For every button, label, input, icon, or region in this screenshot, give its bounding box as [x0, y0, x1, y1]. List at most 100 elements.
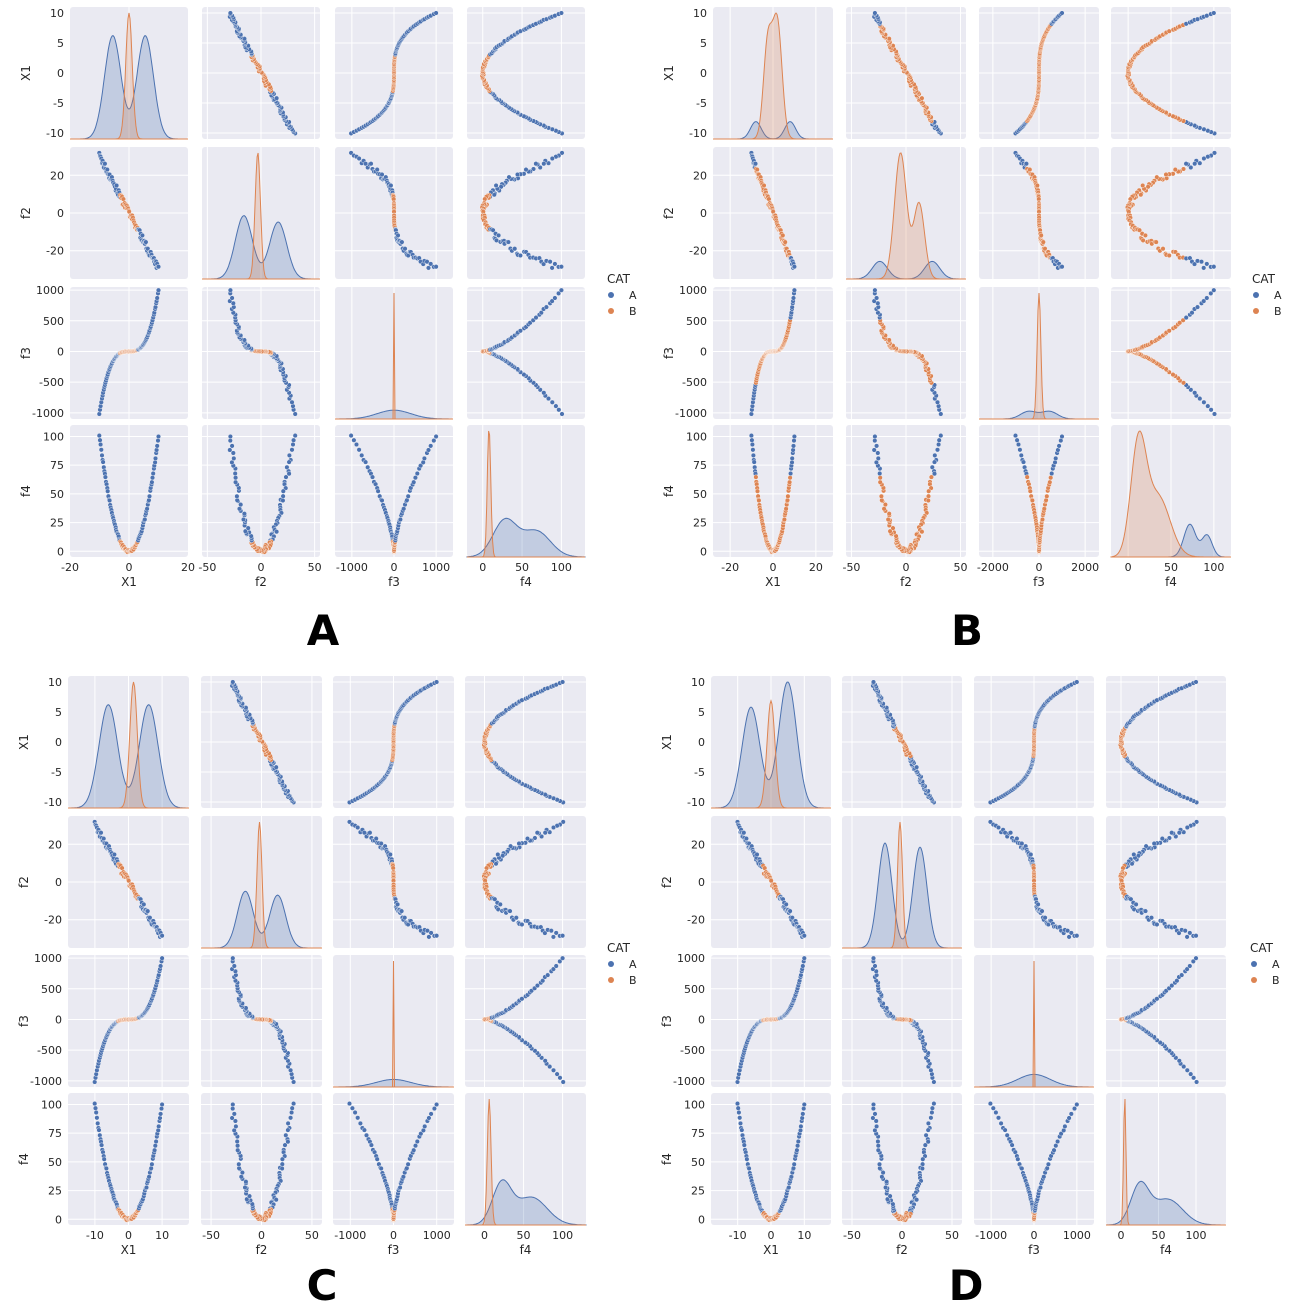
x-tick-label: 1000 — [423, 1229, 451, 1242]
scatter-point-A — [356, 155, 362, 161]
scatter-point-B — [1140, 182, 1146, 188]
scatter-point-A — [411, 1147, 417, 1153]
scatter-point-A — [154, 443, 160, 449]
scatter-point-A — [506, 174, 512, 180]
legend-item-label: B — [1274, 305, 1282, 318]
scatter-point-A — [368, 161, 374, 167]
scatter-point-A — [242, 1184, 248, 1190]
x-tick-label: 0 — [391, 561, 398, 574]
scatter-point-A — [273, 764, 279, 770]
subplot-X1-vs-f2 — [201, 676, 322, 808]
scatter-point-A — [515, 171, 521, 177]
scatter-point-A — [285, 1127, 291, 1133]
scatter-point-A — [871, 679, 877, 685]
y-tick-label: 75 — [50, 459, 64, 472]
scatter-point-A — [743, 836, 749, 842]
subplot-f3-vs-f3 — [335, 287, 453, 420]
scatter-point-A — [149, 475, 155, 481]
scatter-point-A — [559, 411, 565, 417]
y-tick-label: 10 — [693, 7, 707, 20]
scatter-point-A — [543, 304, 549, 310]
scatter-point-A — [397, 517, 403, 523]
scatter-point-A — [560, 955, 566, 961]
scatter-point-A — [279, 1156, 285, 1162]
scatter-point-A — [791, 443, 797, 449]
y-tick-label: 1000 — [679, 284, 707, 297]
scatter-point-A — [421, 455, 427, 461]
scatter-point-A — [1055, 447, 1061, 453]
scatter-point-A — [414, 1138, 420, 1144]
y-tick-label: 500 — [684, 983, 705, 996]
scatter-point-A — [490, 227, 496, 233]
scatter-point-B — [1034, 182, 1040, 188]
y-tick-label: 75 — [48, 1127, 62, 1140]
scatter-point-B — [781, 517, 787, 523]
pairplot-panel-B: -10-50510X1-20020f2-1000-50005001000f302… — [662, 7, 1282, 655]
scatter-point-A — [98, 442, 104, 448]
y-tick-label: 10 — [50, 7, 64, 20]
scatter-point-A — [1016, 442, 1022, 448]
scatter-point-A — [1074, 933, 1080, 939]
scatter-point-A — [1184, 825, 1190, 831]
scatter-point-A — [1056, 443, 1062, 449]
x-tick-label: 50 — [515, 561, 529, 574]
scatter-point-A — [402, 246, 408, 252]
kde-f2-B — [202, 152, 320, 280]
scatter-point-B — [877, 475, 883, 481]
scatter-point-A — [150, 471, 156, 477]
x-axis-label: f3 — [388, 575, 400, 589]
scatter-point-A — [495, 852, 501, 858]
subplot-f3-vs-f2 — [202, 287, 320, 419]
scatter-point-B — [761, 182, 767, 188]
scatter-point-A — [280, 488, 286, 494]
scatter-point-A — [104, 167, 110, 173]
scatter-point-A — [1159, 836, 1165, 842]
scatter-point-B — [1160, 246, 1166, 252]
subplot-f2-vs-f3 — [333, 816, 454, 948]
subplot-X1-vs-f3 — [974, 676, 1094, 808]
legend-title: CAT — [607, 272, 631, 286]
scatter-point-A — [149, 1161, 155, 1167]
scatter-point-A — [428, 261, 434, 267]
scatter-point-A — [351, 437, 357, 443]
scatter-point-A — [379, 171, 385, 177]
scatter-point-A — [144, 506, 150, 512]
scatter-point-A — [507, 908, 513, 914]
pairplot-panel-D: -10-50510X1-20020f2-1000-50005001000f302… — [660, 676, 1280, 1310]
scatter-point-A — [231, 1111, 237, 1117]
scatter-point-A — [1182, 928, 1188, 934]
y-tick-label: -20 — [687, 914, 705, 927]
scatter-point-A — [159, 933, 165, 939]
scatter-point-A — [395, 901, 401, 907]
y-tick-label: 1000 — [36, 284, 64, 297]
subplot-f2-vs-f4 — [1111, 147, 1231, 279]
scatter-point-B — [1140, 237, 1146, 243]
scatter-point-B — [1153, 239, 1159, 245]
scatter-point-A — [411, 479, 417, 485]
y-tick-label: -5 — [53, 97, 64, 110]
scatter-point-B — [787, 479, 793, 485]
scatter-point-A — [107, 498, 113, 504]
scatter-point-A — [155, 287, 161, 293]
scatter-point-A — [791, 434, 797, 440]
scatter-point-A — [872, 287, 878, 293]
scatter-point-A — [274, 95, 280, 101]
scatter-point-A — [400, 1174, 406, 1180]
scatter-point-A — [426, 265, 432, 271]
x-tick-label: -2000 — [977, 561, 1009, 574]
subplot-f2-vs-f2 — [842, 816, 962, 949]
scatter-point-A — [800, 963, 806, 969]
scatter-point-A — [274, 529, 280, 535]
legend-item-label: A — [1274, 289, 1282, 302]
pairplot-panel-C: -10-50510X1-20020f2-1000-50005001000f302… — [17, 676, 637, 1310]
